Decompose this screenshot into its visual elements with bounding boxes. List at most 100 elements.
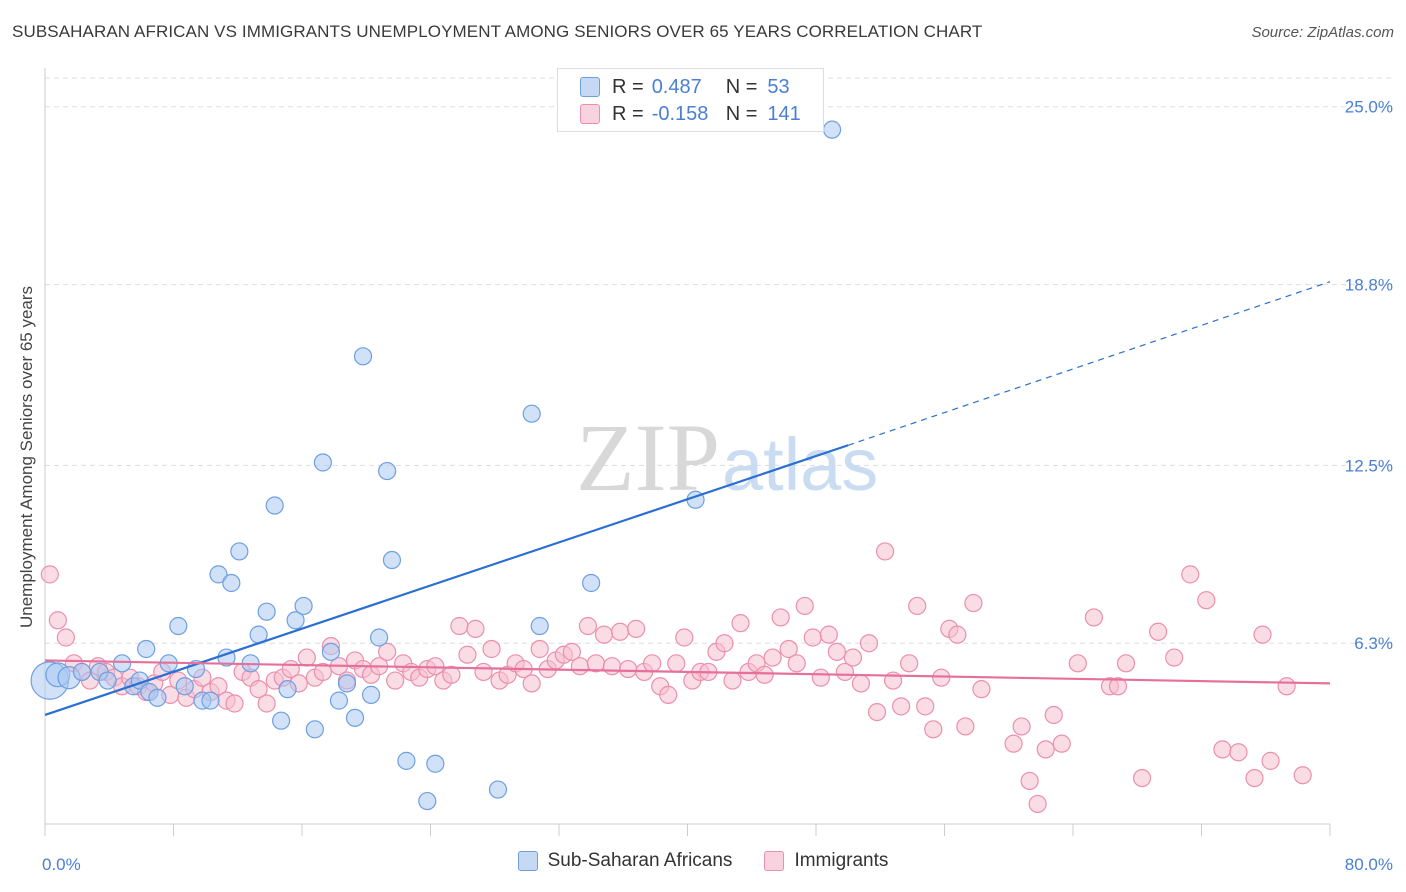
immigrants-point [40,565,59,584]
y-tick-label: 18.8% [1345,276,1393,295]
immigrants-point [378,642,397,661]
immigrants-point [1165,648,1184,667]
immigrants-point [458,645,477,664]
immigrants-point [1068,654,1087,673]
legend-row-immigrants: R = -0.158 N = 141 [580,101,801,127]
legend-label-subsaharan: Sub-Saharan Africans [547,850,733,871]
y-tick-label: 25.0% [1345,98,1393,117]
immigrants-point [1197,591,1216,610]
subsaharan-point [222,573,241,593]
subsaharan-point [72,662,92,682]
legend-item-immigrants[interactable]: Immigrants [764,850,888,872]
x-tick-label: 80.0% [1345,855,1393,874]
immigrants-point [819,625,838,644]
immigrants-point [827,642,846,661]
immigrants-trend-line [44,659,1331,685]
immigrants-point [1004,734,1023,753]
immigrants-point [723,671,742,690]
subsaharan-point [169,616,188,636]
r-value: -0.158 [651,102,709,125]
x-tick-label: 0.0% [42,855,81,874]
immigrants-point [1132,768,1152,788]
immigrants-point [803,628,822,647]
watermark-atlas: atlas [722,423,878,506]
immigrants-point [602,657,622,676]
immigrants-point [1181,565,1200,584]
immigrants-point [442,665,461,684]
subsaharan-point [382,550,402,570]
immigrants-point [562,642,581,661]
legend-item-subsaharan[interactable]: Sub-Saharan Africans [517,850,733,872]
subsaharan-point [98,671,117,690]
immigrants-point [522,674,541,693]
immigrants-point [964,593,983,613]
immigrants-point [787,654,806,673]
immigrants-point [570,657,589,676]
n-value: 53 [767,75,790,98]
immigrants-point [610,622,630,641]
subsaharan-point [137,639,156,659]
series-legend: Sub-Saharan Africans Immigrants [0,850,1406,872]
immigrants-point [313,662,332,682]
subsaharan-point [530,616,549,636]
immigrants-point [875,542,895,561]
immigrants-point [795,596,814,616]
immigrants-point [859,634,879,653]
immigrants-point [643,654,662,673]
immigrants-point [755,665,774,684]
subsaharan-point [272,711,291,730]
subsaharan-point [230,542,249,561]
y-tick-label: 12.5% [1345,456,1393,475]
r-label: R = [612,75,644,98]
subsaharan-point [378,461,397,481]
subsaharan-point [175,677,194,696]
subsaharan-point [148,688,167,707]
subsaharan-point [822,120,842,139]
subsaharan-point [353,347,373,366]
immigrants-point [594,625,614,644]
immigrants-point [1028,794,1047,814]
immigrants-point [578,616,598,636]
immigrants-point [659,685,678,704]
subsaharan-point [201,691,220,710]
immigrants-point [1044,705,1063,725]
immigrants-point [1108,677,1128,696]
immigrants-point [1277,677,1296,696]
subsaharan-point [488,780,508,799]
immigrants-point [386,671,405,690]
subsaharan-point [329,691,349,710]
immigrants-point [257,694,276,713]
blue-swatch [580,77,600,97]
immigrants-point [675,628,694,647]
immigrants-point [867,702,887,722]
chart-title: SUBSAHARAN AFRICAN VS IMMIGRANTS UNEMPLO… [12,22,983,41]
subsaharan-point [278,680,297,699]
immigrants-point [924,720,943,739]
y-tick-label: 6.3% [1354,634,1393,653]
immigrants-point [466,619,485,638]
pink-swatch [764,851,785,871]
pink-swatch [580,104,600,124]
immigrants-point [1261,751,1280,770]
n-label: N = [725,75,758,98]
r-value: 0.487 [651,75,702,98]
immigrants-point [1084,608,1103,627]
immigrants-point [1245,768,1264,788]
immigrants-point [618,659,638,679]
subsaharan-point [265,496,284,515]
r-label: R = [612,102,644,125]
subsaharan-point [397,751,416,770]
immigrants-point [48,611,67,630]
immigrants-point [731,614,750,633]
immigrants-point [779,639,798,659]
trend-lines [44,281,1331,717]
subsaharan-point [522,404,541,423]
subsaharan-point [112,654,132,673]
grid-lines [45,77,1394,644]
subsaharan-point [345,708,365,727]
subsaharan-points [30,120,842,811]
immigrants-point [530,639,549,659]
immigrants-points [40,542,1312,814]
subsaharan-trend-line [44,444,849,717]
